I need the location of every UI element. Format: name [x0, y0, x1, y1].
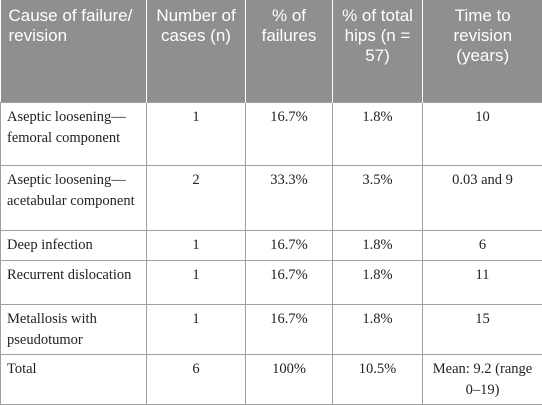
table-cell: 1.8%	[332, 102, 423, 166]
header-cell: Number of cases (n)	[146, 0, 246, 103]
table-body: Aseptic loosening—femoral component 1 16.7…	[0, 102, 542, 405]
table-cell: 15	[422, 304, 542, 355]
table-cell: 1	[146, 304, 246, 355]
table-cell: 16.7%	[245, 102, 333, 166]
table-cell: 6	[146, 354, 246, 405]
table-cell: Aseptic loosening—femoral component	[0, 102, 147, 166]
table-row: Aseptic loosening—acetabular component 2 3…	[0, 165, 542, 231]
table-cell: Mean: 9.2 (range 0–19)	[422, 354, 542, 405]
header-row: Cause of failure/ revision Number of case…	[0, 0, 542, 103]
table-row: Total 6 100% 10.5% Mean: 9.2 (range 0–19)	[0, 354, 542, 405]
table-row: Deep infection 1 16.7% 1.8% 6	[0, 230, 542, 261]
table-cell: 1.8%	[332, 230, 423, 261]
table-cell: Deep infection	[0, 230, 147, 261]
header-cell: Time to revision (years)	[422, 0, 542, 103]
table-cell: 1	[146, 102, 246, 166]
table-cell: 33.3%	[245, 165, 333, 231]
table-cell: 6	[422, 230, 542, 261]
table-cell: 1	[146, 260, 246, 305]
table-cell: 2	[146, 165, 246, 231]
table-row: Aseptic loosening—femoral component 1 16.7…	[0, 102, 542, 166]
table-cell: 1.8%	[332, 304, 423, 355]
table-cell: 16.7%	[245, 260, 333, 305]
table-cell: Recurrent dislocation	[0, 260, 147, 305]
table-cell: 16.7%	[245, 230, 333, 261]
table-cell: 10	[422, 102, 542, 166]
table-cell: Metallosis with pseudotumor	[0, 304, 147, 355]
table-row: Metallosis with pseudotumor 1 16.7% 1.8% 15	[0, 304, 542, 355]
table-row: Recurrent dislocation 1 16.7% 1.8% 11	[0, 260, 542, 305]
table-cell: 10.5%	[332, 354, 423, 405]
table-cell: 1.8%	[332, 260, 423, 305]
header-cell: % of failures	[245, 0, 333, 103]
table-cell: Aseptic loosening—acetabular component	[0, 165, 147, 231]
header-cell: % of total hips (n = 57)	[332, 0, 423, 103]
table-cell: 1	[146, 230, 246, 261]
table-cell: 16.7%	[245, 304, 333, 355]
table-cell: 0.03 and 9	[422, 165, 542, 231]
table-cell: 3.5%	[332, 165, 423, 231]
table-cell: Total	[0, 354, 147, 405]
table-cell: 11	[422, 260, 542, 305]
header-cell: Cause of failure/ revision	[0, 0, 147, 103]
table-cell: 100%	[245, 354, 333, 405]
